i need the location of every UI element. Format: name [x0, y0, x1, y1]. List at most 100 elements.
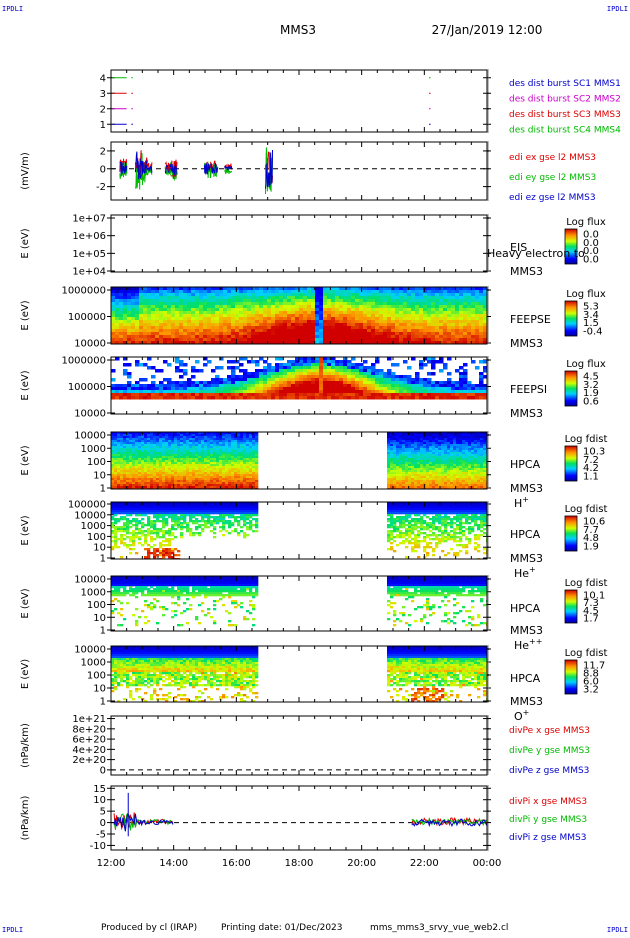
spectrogram-cell: [210, 434, 213, 436]
spectrogram-cell: [126, 484, 129, 486]
spectrogram-cell: [129, 462, 132, 464]
spectrogram-cell: [255, 482, 258, 484]
spectrogram-cell: [227, 378, 232, 382]
spectrogram-cell: [367, 384, 372, 388]
spectrogram-cell: [271, 338, 276, 342]
spectrogram-cell: [323, 329, 328, 333]
spectrogram-cell: [126, 438, 129, 440]
spectrogram-cell: [467, 332, 472, 336]
spectrogram-cell: [279, 378, 284, 382]
spectrogram-cell: [141, 454, 144, 456]
spectrogram-cell: [234, 474, 237, 476]
spectrogram-cell: [123, 462, 126, 464]
spectrogram-cell: [479, 332, 484, 336]
spectrogram-cell: [222, 462, 225, 464]
spectrogram-cell: [435, 290, 440, 294]
spectrogram-cell: [363, 323, 368, 327]
spectrogram-cell: [204, 482, 207, 484]
spectrogram-cell: [207, 381, 212, 385]
spectrogram-cell: [303, 314, 308, 318]
spectrogram-cell: [231, 338, 236, 342]
spectrogram-cell: [120, 436, 123, 438]
spectrogram-cell: [123, 326, 128, 330]
spectrogram-cell: [199, 390, 204, 394]
spectrogram-cell: [129, 458, 132, 460]
spectrogram-cell: [163, 338, 168, 342]
spectrogram-cell: [187, 384, 192, 388]
spectrogram-cell: [177, 476, 180, 478]
spectrogram-cell: [479, 305, 484, 309]
spectrogram-cell: [215, 323, 220, 327]
spectrogram-cell: [399, 452, 402, 454]
spectrogram-cell: [135, 456, 138, 458]
spectrogram-cell: [167, 387, 172, 391]
spectrogram-cell: [335, 305, 340, 309]
spectrogram-cell: [435, 311, 440, 315]
spectrogram-cell: [150, 460, 153, 462]
spectrogram-cell: [271, 299, 276, 303]
spectrogram-cell: [263, 326, 268, 330]
spectrogram-cell: [167, 384, 172, 388]
spectrogram-cell: [225, 446, 228, 448]
spectrogram-cell: [299, 323, 304, 327]
spectrogram-cell: [167, 332, 172, 336]
spectrogram-cell: [411, 308, 416, 312]
spectrogram-cell: [291, 338, 296, 342]
spectrogram-cell: [123, 468, 126, 470]
spectrogram-cell: [227, 317, 232, 321]
spectrogram-cell: [263, 335, 268, 339]
spectrogram-cell: [259, 323, 264, 327]
spectrogram-cell: [219, 484, 222, 486]
spectrogram-cell: [319, 338, 324, 342]
spectrogram-cell: [186, 486, 189, 488]
spectrogram-cell: [150, 436, 153, 438]
spectrogram-cell: [139, 390, 144, 394]
spectrogram-cell: [249, 464, 252, 466]
spectrogram-cell: [198, 444, 201, 446]
spectrogram-cell: [327, 360, 332, 364]
spectrogram-cell: [175, 329, 180, 333]
spectrogram-cell: [283, 396, 288, 400]
spectrogram-cell: [127, 302, 132, 306]
spectrogram-cell: [243, 372, 248, 376]
spectrogram-cell: [183, 290, 188, 294]
spectrogram-cell: [396, 464, 399, 466]
spectrogram-cell: [355, 372, 360, 376]
panel-frame: [111, 70, 487, 132]
spectrogram-cell: [147, 486, 150, 488]
spectrogram-cell: [355, 332, 360, 336]
spectrogram-cell: [367, 308, 372, 312]
spectrogram-cell: [119, 332, 124, 336]
spectrogram-cell: [243, 287, 248, 291]
spectrogram-cell: [191, 326, 196, 330]
spectrogram-cell: [431, 381, 436, 385]
spectrogram-cell: [295, 369, 300, 373]
spectrogram-cell: [177, 486, 180, 488]
spectrogram-cell: [243, 442, 246, 444]
spectrogram-cell: [131, 293, 136, 297]
spectrogram-cell: [132, 470, 135, 472]
spectrogram-cell: [267, 293, 272, 297]
spectrogram-cell: [183, 486, 186, 488]
spectrogram-cell: [120, 440, 123, 442]
spectrogram-cell: [319, 302, 324, 306]
spectrogram-cell: [323, 317, 328, 321]
spectrogram-cell: [267, 320, 272, 324]
spectrogram-cell: [307, 314, 312, 318]
spectrogram-cell: [335, 387, 340, 391]
legend-entry: des dist burst SC1 MMS1: [509, 79, 621, 89]
spectrogram-cell: [399, 442, 402, 444]
spectrogram-cell: [439, 290, 444, 294]
spectrogram-cell: [141, 464, 144, 466]
spectrogram-cell: [307, 326, 312, 330]
spectrogram-cell: [225, 480, 228, 482]
spectrogram-cell: [119, 305, 124, 309]
spectrogram-cell: [126, 466, 129, 468]
spectrogram-cell: [156, 466, 159, 468]
spectrogram-cell: [405, 460, 408, 462]
spectrogram-cell: [355, 378, 360, 382]
spectrogram-cell: [408, 470, 411, 472]
spectrogram-cell: [153, 484, 156, 486]
spectrogram-cell: [147, 314, 152, 318]
spectrogram-cell: [147, 484, 150, 486]
